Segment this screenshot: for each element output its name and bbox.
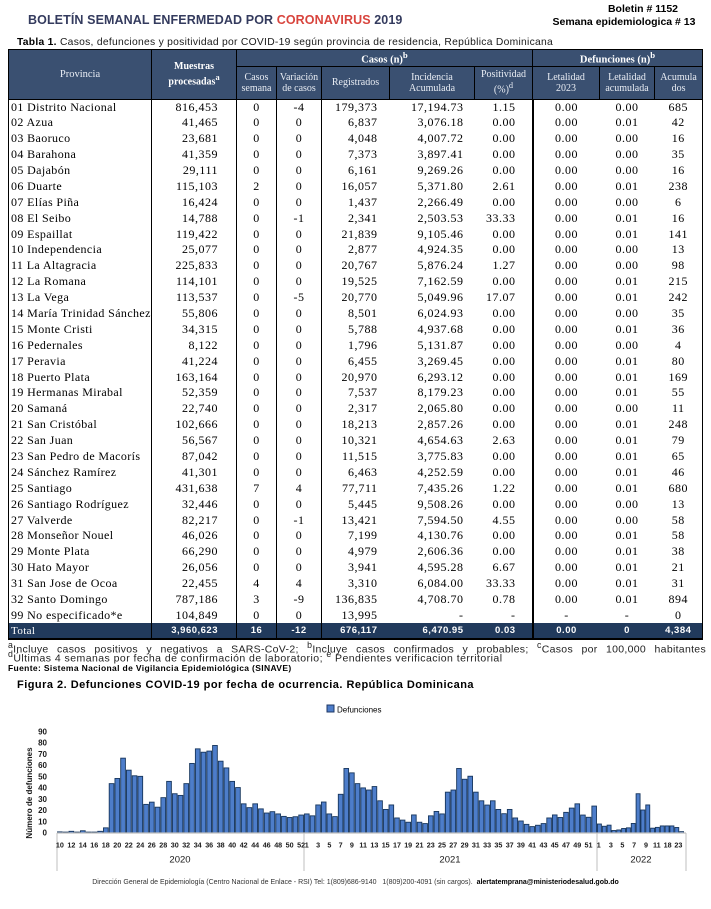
- svg-text:45: 45: [551, 841, 559, 850]
- svg-text:90: 90: [38, 728, 47, 737]
- svg-text:3: 3: [316, 841, 320, 850]
- svg-text:40: 40: [228, 841, 236, 850]
- svg-text:3: 3: [609, 841, 613, 850]
- svg-text:1: 1: [305, 841, 309, 850]
- svg-text:22: 22: [125, 841, 133, 850]
- svg-text:12: 12: [67, 841, 75, 850]
- svg-text:37: 37: [506, 841, 514, 850]
- svg-text:29: 29: [461, 841, 469, 850]
- svg-text:10: 10: [38, 817, 47, 826]
- svg-text:31: 31: [472, 841, 480, 850]
- svg-text:27: 27: [449, 841, 457, 850]
- svg-text:19: 19: [404, 841, 412, 850]
- svg-text:28: 28: [159, 841, 167, 850]
- svg-text:50: 50: [286, 841, 294, 850]
- svg-text:9: 9: [350, 841, 354, 850]
- svg-text:23: 23: [674, 841, 682, 850]
- svg-text:41: 41: [528, 841, 536, 850]
- svg-text:16: 16: [90, 841, 98, 850]
- svg-text:50: 50: [38, 772, 47, 781]
- svg-text:20: 20: [38, 806, 47, 815]
- svg-text:25: 25: [438, 841, 446, 850]
- svg-text:9: 9: [644, 841, 648, 850]
- svg-text:44: 44: [251, 841, 259, 850]
- svg-text:18: 18: [664, 841, 672, 850]
- svg-text:2020: 2020: [169, 855, 190, 866]
- svg-text:30: 30: [171, 841, 179, 850]
- svg-text:23: 23: [427, 841, 435, 850]
- svg-text:21: 21: [416, 841, 424, 850]
- svg-text:49: 49: [573, 841, 581, 850]
- svg-text:Defunciones: Defunciones: [337, 706, 381, 715]
- svg-text:33: 33: [483, 841, 491, 850]
- svg-text:1: 1: [597, 841, 601, 850]
- svg-text:36: 36: [205, 841, 213, 850]
- svg-text:51: 51: [585, 841, 593, 850]
- svg-text:17: 17: [393, 841, 401, 850]
- svg-text:80: 80: [38, 739, 47, 748]
- svg-text:20: 20: [113, 841, 121, 850]
- svg-text:10: 10: [56, 841, 64, 850]
- svg-text:0: 0: [43, 829, 48, 838]
- svg-text:5: 5: [620, 841, 624, 850]
- svg-text:42: 42: [240, 841, 248, 850]
- svg-text:47: 47: [562, 841, 570, 850]
- svg-text:7: 7: [632, 841, 636, 850]
- svg-text:46: 46: [263, 841, 271, 850]
- svg-text:Número de defunciones: Número de defunciones: [25, 747, 34, 839]
- svg-text:35: 35: [494, 841, 502, 850]
- svg-text:60: 60: [38, 761, 47, 770]
- svg-text:34: 34: [194, 841, 202, 850]
- svg-text:18: 18: [102, 841, 110, 850]
- svg-text:24: 24: [136, 841, 144, 850]
- svg-text:11: 11: [359, 841, 367, 850]
- svg-text:52: 52: [297, 841, 305, 850]
- svg-text:70: 70: [38, 750, 47, 759]
- svg-text:13: 13: [370, 841, 378, 850]
- svg-text:26: 26: [148, 841, 156, 850]
- svg-text:2022: 2022: [630, 855, 651, 866]
- svg-text:43: 43: [540, 841, 548, 850]
- svg-text:39: 39: [517, 841, 525, 850]
- svg-text:30: 30: [38, 795, 47, 804]
- svg-text:40: 40: [38, 784, 47, 793]
- svg-text:2021: 2021: [439, 855, 460, 866]
- svg-text:7: 7: [339, 841, 343, 850]
- svg-text:48: 48: [274, 841, 282, 850]
- svg-text:14: 14: [79, 841, 87, 850]
- svg-text:11: 11: [653, 841, 661, 850]
- svg-text:5: 5: [327, 841, 331, 850]
- svg-text:38: 38: [217, 841, 225, 850]
- svg-text:32: 32: [182, 841, 190, 850]
- svg-text:15: 15: [382, 841, 390, 850]
